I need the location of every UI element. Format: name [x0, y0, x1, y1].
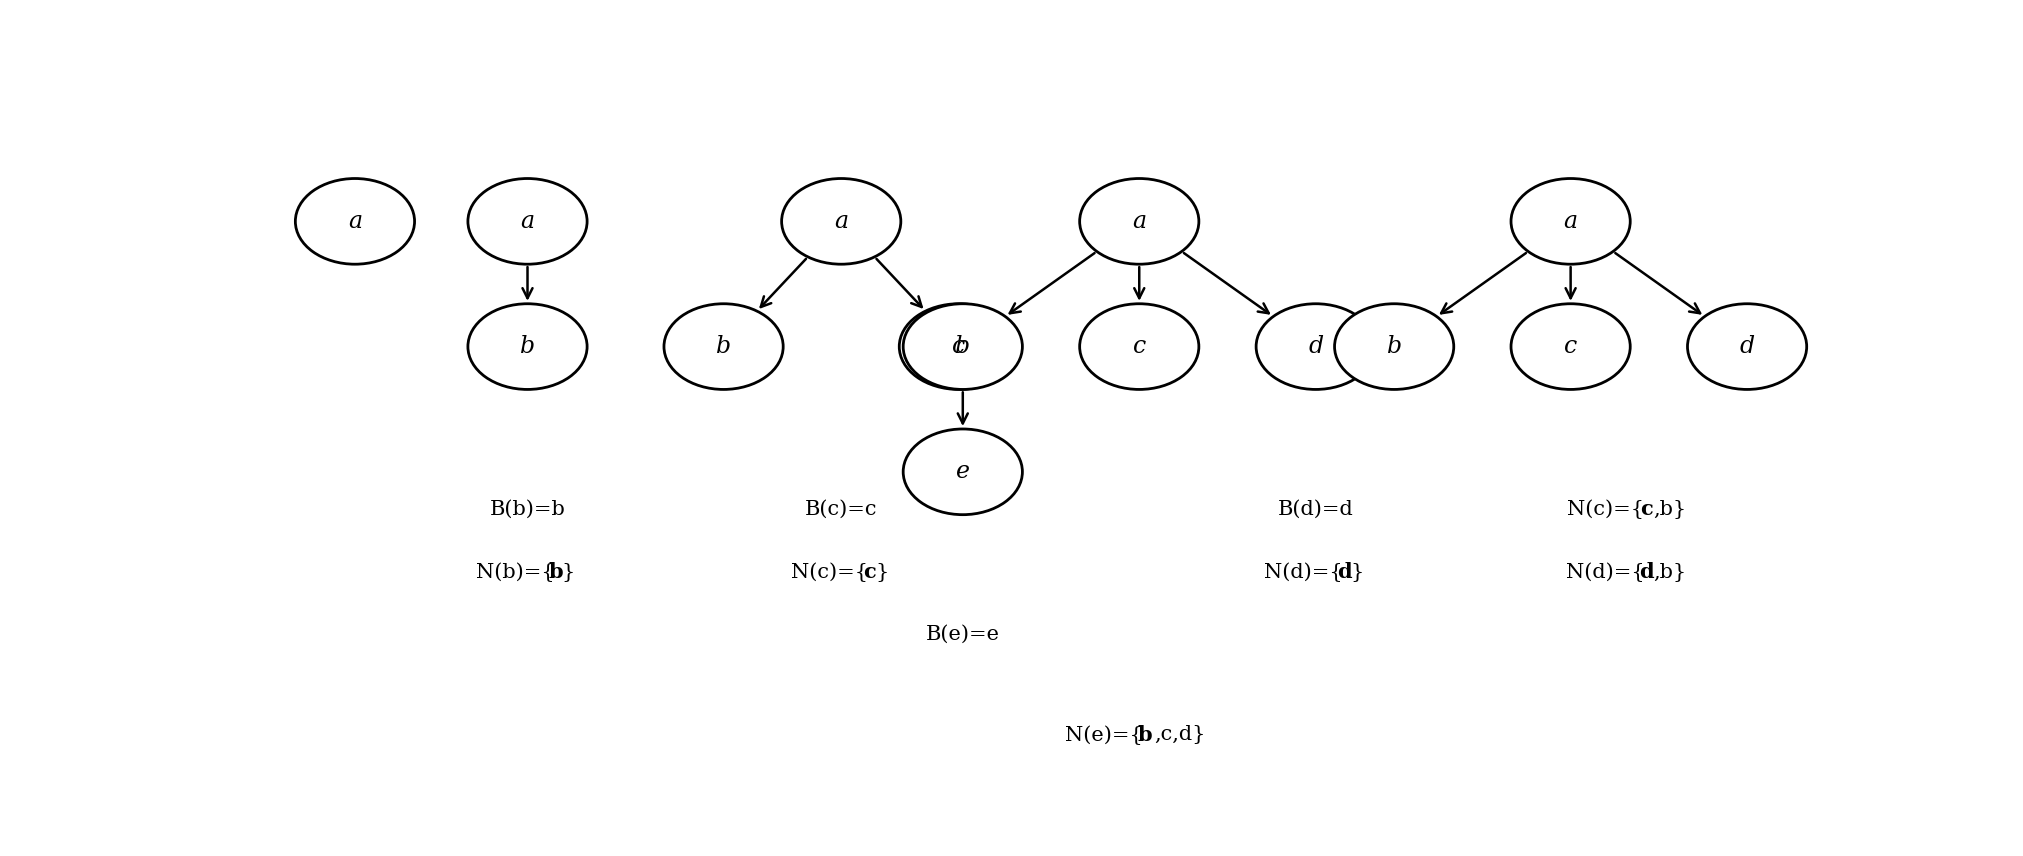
Ellipse shape — [781, 179, 900, 265]
Text: c: c — [951, 335, 965, 358]
Ellipse shape — [1687, 304, 1807, 389]
Text: N(c)={: N(c)={ — [791, 562, 868, 582]
Text: a: a — [833, 210, 848, 233]
Ellipse shape — [1078, 179, 1198, 265]
Text: c: c — [1639, 499, 1653, 520]
Text: b: b — [548, 562, 562, 582]
Ellipse shape — [1256, 304, 1376, 389]
Text: b: b — [1137, 725, 1151, 745]
Text: }: } — [876, 562, 888, 581]
Text: a: a — [1564, 210, 1576, 233]
Text: a: a — [1131, 210, 1145, 233]
Text: N(d)={: N(d)={ — [1264, 562, 1341, 582]
Text: ,b}: ,b} — [1653, 562, 1685, 581]
Ellipse shape — [1333, 304, 1453, 389]
Ellipse shape — [1511, 179, 1629, 265]
Text: a: a — [348, 210, 362, 233]
Text: c: c — [1564, 335, 1576, 358]
Text: ,c,d}: ,c,d} — [1153, 725, 1206, 745]
Text: e: e — [955, 461, 969, 484]
Text: ,b}: ,b} — [1653, 500, 1685, 519]
Text: d: d — [1337, 562, 1351, 582]
Ellipse shape — [1078, 304, 1198, 389]
Text: N(b)={: N(b)={ — [475, 562, 554, 582]
Text: N(c)={: N(c)={ — [1566, 500, 1643, 520]
Text: b: b — [520, 335, 534, 358]
Text: a: a — [520, 210, 534, 233]
Text: c: c — [1133, 335, 1145, 358]
Text: B(b)=b: B(b)=b — [490, 500, 564, 519]
Text: }: } — [1349, 562, 1364, 581]
Text: N(d)={: N(d)={ — [1566, 562, 1645, 582]
Ellipse shape — [902, 429, 1022, 514]
Ellipse shape — [295, 179, 415, 265]
Ellipse shape — [664, 304, 783, 389]
Text: b: b — [955, 335, 969, 358]
Text: d: d — [1639, 562, 1653, 582]
Text: N(e)={: N(e)={ — [1064, 725, 1143, 745]
Ellipse shape — [467, 179, 587, 265]
Text: d: d — [1738, 335, 1754, 358]
Text: B(e)=e: B(e)=e — [925, 625, 999, 644]
Text: B(c)=c: B(c)=c — [805, 500, 878, 519]
Text: }: } — [562, 562, 575, 581]
Text: b: b — [1386, 335, 1402, 358]
Ellipse shape — [898, 304, 1018, 389]
Ellipse shape — [1511, 304, 1629, 389]
Text: b: b — [716, 335, 730, 358]
Ellipse shape — [902, 304, 1022, 389]
Text: c: c — [864, 562, 876, 582]
Text: d: d — [1307, 335, 1323, 358]
Ellipse shape — [467, 304, 587, 389]
Text: B(d)=d: B(d)=d — [1277, 500, 1353, 519]
